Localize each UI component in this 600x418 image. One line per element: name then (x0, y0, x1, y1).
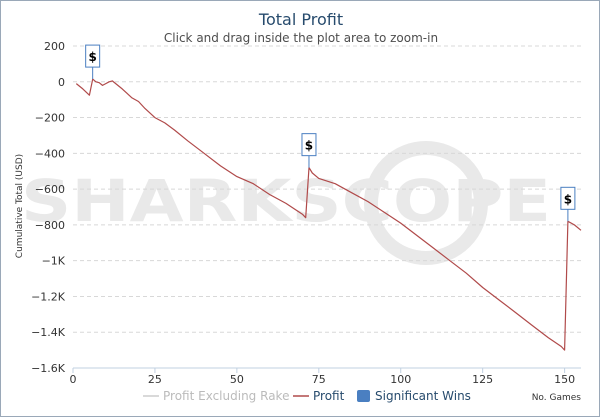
legend-item[interactable]: Profit Excluding Rake (143, 389, 289, 403)
series-line-profit (75, 78, 582, 351)
x-tick-label: 25 (148, 373, 162, 386)
y-tick-label: −1K (42, 255, 66, 268)
grid-lines (73, 45, 581, 333)
flag-box (560, 186, 576, 210)
flag-label: $ (305, 139, 313, 153)
y-tick-label: −800 (35, 219, 65, 232)
axes: 200 0 −200 −400 −600 −800 −1K −1.2K −1.4K −1.6K 0 2… (31, 40, 581, 386)
watermark-text: SHARKSCOPE (21, 167, 551, 235)
flag-box (85, 44, 101, 68)
flag-label: $ (564, 192, 572, 206)
legend-item[interactable]: Significant Wins (357, 389, 471, 403)
y-axis-label: Cumulative Total (USD) (15, 154, 25, 258)
series-layer (75, 78, 582, 351)
y-tick-label: −600 (35, 183, 65, 196)
chart-title: Total Profit (258, 10, 343, 29)
x-tick-label: 0 (70, 373, 77, 386)
x-tick-label: 50 (230, 373, 244, 386)
significant-win-flag: $ (560, 186, 576, 222)
x-tick-label: 75 (312, 373, 326, 386)
legend-box-swatch (357, 390, 370, 402)
y-tick-label: 200 (44, 40, 65, 53)
y-tick-label: 0 (58, 76, 65, 89)
x-tick-label: 150 (554, 373, 575, 386)
y-tick-label: −400 (35, 147, 65, 160)
chart-subtitle: Click and drag inside the plot area to z… (164, 31, 438, 45)
legend-label: Profit (313, 389, 345, 403)
significant-win-flag: $ (301, 133, 317, 168)
x-tick-label: 125 (472, 373, 493, 386)
x-axis-label: No. Games (532, 393, 582, 403)
y-tick-label: −1.2K (31, 290, 66, 303)
flag-box (301, 133, 317, 157)
legend-label: Significant Wins (375, 389, 471, 403)
significant-wins-layer: $ $ $ (85, 44, 576, 222)
legend-label: Profit Excluding Rake (163, 389, 289, 403)
legend: Profit Excluding Rake Profit Significant W… (143, 389, 471, 403)
y-tick-label: −1.6K (31, 362, 66, 375)
x-tick-label: 100 (390, 373, 411, 386)
y-tick-label: −1.4K (31, 326, 66, 339)
significant-win-flag: $ (85, 44, 101, 80)
legend-item[interactable]: Profit (293, 389, 345, 403)
y-tick-label: −200 (35, 112, 65, 125)
flag-label: $ (88, 50, 96, 64)
